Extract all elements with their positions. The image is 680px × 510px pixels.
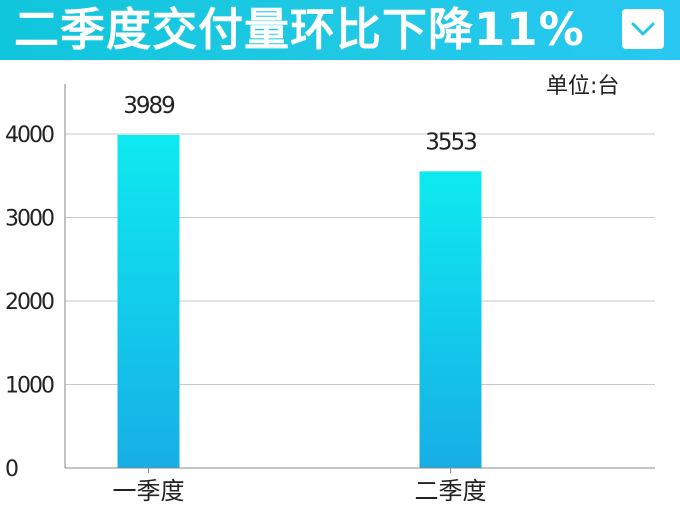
y-tick-label: 3000 [5, 207, 54, 232]
y-tick-label: 1000 [5, 374, 54, 399]
y-tick-label: 0 [5, 457, 18, 482]
bar [117, 134, 180, 468]
title-banner: 二季度交付量环比下降11% [0, 0, 680, 60]
page-title: 二季度交付量环比下降11% [14, 3, 585, 56]
bars [117, 134, 482, 468]
bar [419, 171, 482, 468]
x-tick-label: 二季度 [415, 477, 487, 505]
unit-label: 单位:台 [546, 74, 620, 99]
y-tick-label: 4000 [5, 123, 54, 148]
axes [64, 84, 655, 473]
x-tick-label: 一季度 [113, 477, 185, 505]
labels: 0 1000 2000 3000 4000 3989 一季度 3553 二季度 [5, 93, 487, 505]
data-label: 3989 [123, 93, 175, 119]
y-tick-label: 2000 [5, 290, 54, 315]
data-label: 3553 [425, 129, 476, 155]
chevron-down-icon [631, 22, 655, 36]
dropdown-button[interactable] [622, 9, 664, 49]
